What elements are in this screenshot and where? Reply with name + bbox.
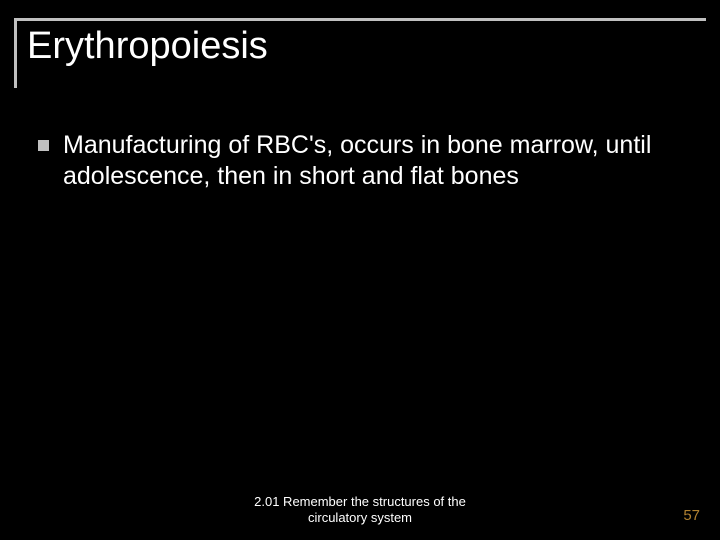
footer-line-1: 2.01 Remember the structures of the (0, 494, 720, 510)
bullet-item: Manufacturing of RBC's, occurs in bone m… (38, 130, 682, 191)
body-region: Manufacturing of RBC's, occurs in bone m… (38, 130, 682, 191)
footer-text: 2.01 Remember the structures of the circ… (0, 494, 720, 527)
footer-line-2: circulatory system (0, 510, 720, 526)
page-number: 57 (683, 507, 700, 524)
slide-title: Erythropoiesis (27, 25, 706, 68)
slide-container: Erythropoiesis Manufacturing of RBC's, o… (0, 0, 720, 540)
square-bullet-icon (38, 140, 49, 151)
title-region: Erythropoiesis (14, 18, 706, 88)
bullet-text: Manufacturing of RBC's, occurs in bone m… (63, 130, 682, 191)
